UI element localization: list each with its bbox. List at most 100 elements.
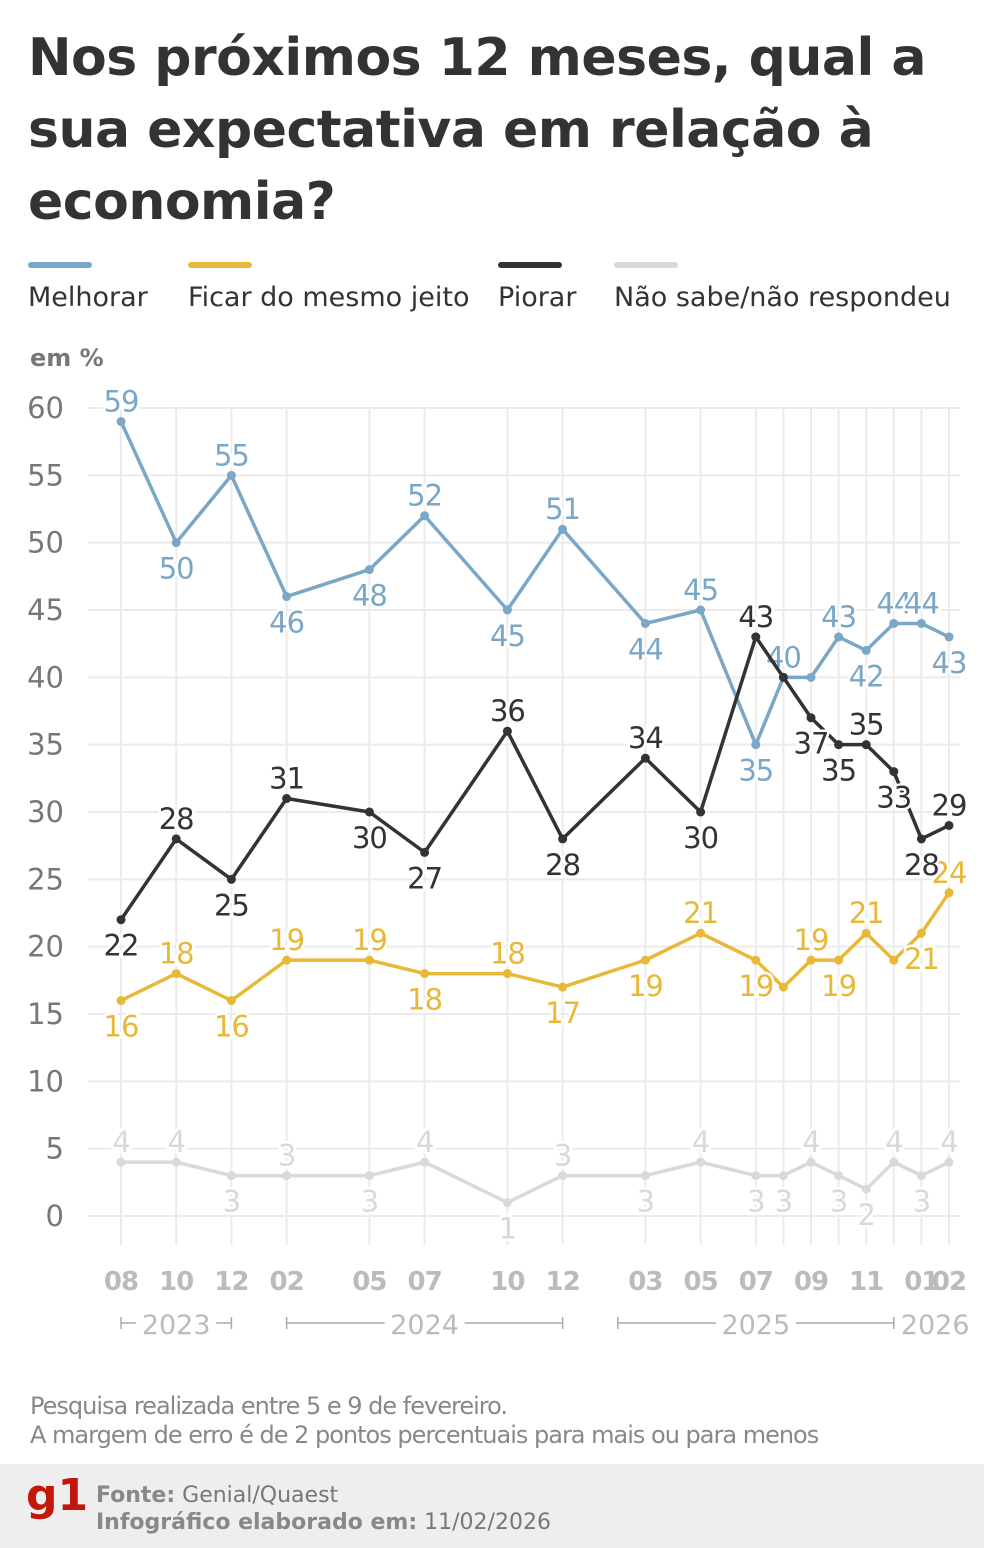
series-line: [120, 891, 951, 1003]
y-tick-label: 50: [27, 526, 64, 560]
data-point: [778, 1171, 788, 1181]
data-label: 17: [545, 996, 580, 1030]
data-label: 21: [849, 896, 884, 930]
data-label: 33: [876, 781, 911, 815]
data-label: 3: [554, 1139, 571, 1173]
data-point: [640, 955, 650, 965]
data-label: 30: [683, 821, 718, 855]
data-point: [558, 1171, 568, 1181]
x-tick-label: 02: [932, 1267, 966, 1297]
legend-item: Melhorar: [28, 262, 148, 313]
data-point: [861, 740, 871, 750]
source-label: Fonte:: [96, 1483, 176, 1508]
data-label: 19: [821, 969, 856, 1003]
data-label: 3: [278, 1139, 295, 1173]
legend-item: Piorar: [498, 262, 576, 313]
data-label: 43: [821, 600, 856, 634]
y-tick-label: 40: [27, 660, 64, 694]
data-label: 4: [692, 1125, 709, 1159]
data-label: 19: [352, 923, 387, 957]
y-tick-label: 30: [27, 795, 64, 829]
data-point: [806, 672, 816, 682]
data-point: [282, 592, 292, 602]
data-point: [944, 1157, 954, 1167]
data-point: [420, 511, 430, 521]
x-tick-label: 07: [408, 1267, 442, 1297]
data-point: [834, 632, 844, 642]
data-point: [282, 955, 292, 965]
data-label: 4: [802, 1125, 819, 1159]
data-label: 43: [932, 646, 967, 680]
data-point: [861, 645, 871, 655]
data-point: [834, 1171, 844, 1181]
data-label: 35: [821, 754, 856, 788]
legend-label: Piorar: [498, 282, 577, 313]
data-point: [558, 834, 568, 844]
data-point: [116, 416, 126, 426]
x-tick-label: 05: [352, 1267, 386, 1297]
data-point: [226, 996, 236, 1006]
data-label: 52: [407, 479, 442, 513]
x-tick-label: 12: [546, 1267, 580, 1297]
year-label: 2025: [721, 1310, 790, 1341]
x-tick-label: 07: [739, 1267, 773, 1297]
data-point: [558, 982, 568, 992]
data-label: 44: [876, 586, 911, 620]
data-label: 28: [545, 848, 580, 882]
data-label: 37: [794, 727, 829, 761]
data-point: [751, 1171, 761, 1181]
x-tick-label: 05: [684, 1267, 718, 1297]
data-label: 19: [269, 923, 304, 957]
data-point: [171, 1157, 181, 1167]
data-label: 28: [904, 848, 939, 882]
data-point: [226, 470, 236, 480]
g1-logo: g1: [26, 1470, 89, 1521]
data-label: 4: [112, 1125, 129, 1159]
data-point: [751, 955, 761, 965]
date-value: 11/02/2026: [424, 1510, 551, 1535]
data-label: 51: [545, 492, 580, 526]
data-label: 3: [637, 1185, 654, 1219]
data-point: [171, 538, 181, 548]
data-label: 48: [352, 579, 387, 613]
note-margin-of-error: A margem de erro é de 2 pontos percentua…: [30, 1421, 819, 1449]
data-label: 3: [223, 1185, 240, 1219]
legend-item: Ficar do mesmo jeito: [188, 262, 469, 313]
year-label: 2026: [901, 1310, 970, 1341]
data-label: 59: [104, 384, 139, 418]
data-label: 44: [904, 586, 939, 620]
y-tick-label: 45: [27, 593, 64, 627]
data-point: [640, 618, 650, 628]
x-tick-label: 12: [214, 1267, 248, 1297]
data-label: 25: [214, 888, 249, 922]
data-label: 16: [104, 1010, 139, 1044]
data-point: [916, 928, 926, 938]
data-label: 3: [747, 1185, 764, 1219]
data-point: [116, 915, 126, 925]
note-survey-dates: Pesquisa realizada entre 5 e 9 de fevere…: [30, 1392, 508, 1420]
data-point: [420, 969, 430, 979]
data-point: [364, 807, 374, 817]
data-point: [696, 928, 706, 938]
y-tick-label: 10: [27, 1064, 64, 1098]
data-label: 4: [416, 1125, 433, 1159]
data-point: [778, 982, 788, 992]
legend-swatch: [28, 262, 92, 268]
legend-label: Melhorar: [28, 282, 148, 313]
data-label: 36: [490, 694, 525, 728]
data-point: [751, 632, 761, 642]
legend-label: Não sabe/não respondeu: [614, 282, 951, 313]
data-point: [502, 1198, 512, 1208]
data-label: 50: [159, 552, 194, 586]
data-point: [751, 740, 761, 750]
series-line: [119, 635, 950, 921]
data-label: 3: [830, 1185, 847, 1219]
legend-item: Não sabe/não respondeu: [614, 262, 951, 313]
data-label: 3: [913, 1185, 930, 1219]
data-label: 4: [885, 1125, 902, 1159]
data-point: [916, 618, 926, 628]
x-tick-label: 11: [849, 1267, 883, 1297]
data-label: 16: [214, 1010, 249, 1044]
y-tick-label: 15: [27, 997, 64, 1031]
data-label: 43: [738, 600, 773, 634]
